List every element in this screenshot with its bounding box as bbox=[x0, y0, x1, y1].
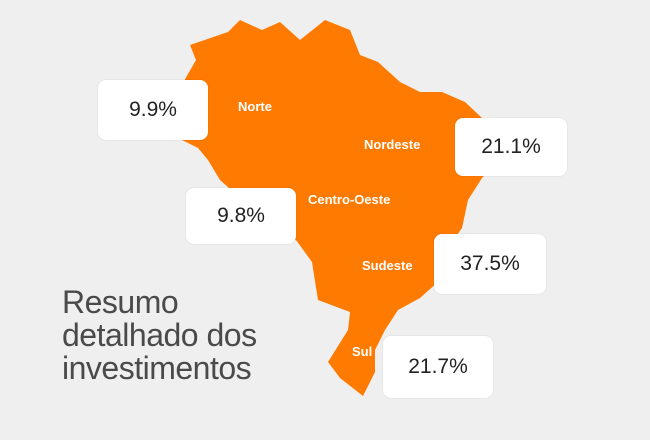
brazil-shape bbox=[158, 20, 500, 396]
region-label-centro-oeste: Centro-Oeste bbox=[308, 192, 391, 207]
caption-line-3: investimentos bbox=[62, 350, 252, 386]
value-sul: 21.7% bbox=[408, 355, 468, 378]
caption-line-1: Resumo bbox=[62, 284, 179, 320]
value-centro-oeste: 9.8% bbox=[217, 204, 265, 227]
caption: Resumo detalhado dos investimentos bbox=[62, 286, 342, 385]
value-nordeste: 21.1% bbox=[481, 135, 541, 158]
region-label-nordeste: Nordeste bbox=[364, 137, 421, 152]
caption-line-2: detalhado dos bbox=[62, 317, 257, 353]
region-label-sul: Sul bbox=[352, 344, 373, 359]
region-label-sudeste: Sudeste bbox=[362, 258, 413, 273]
value-box-centro-oeste: 9.8% bbox=[186, 188, 296, 244]
value-box-norte: 9.9% bbox=[98, 80, 208, 140]
value-sudeste: 37.5% bbox=[460, 252, 520, 275]
value-norte: 9.9% bbox=[129, 98, 177, 121]
value-box-nordeste: 21.1% bbox=[455, 118, 567, 176]
region-label-norte: Norte bbox=[238, 99, 272, 114]
value-box-sudeste: 37.5% bbox=[434, 234, 546, 294]
value-box-sul: 21.7% bbox=[383, 336, 493, 398]
